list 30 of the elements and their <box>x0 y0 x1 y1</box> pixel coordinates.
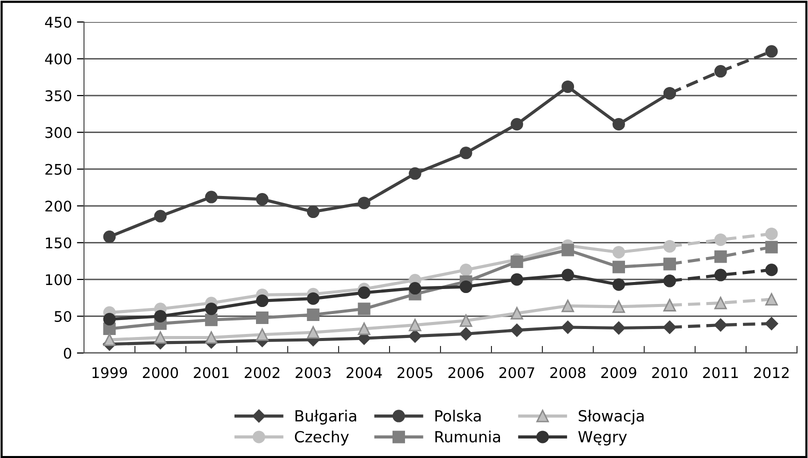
y-tick-label: 0 <box>64 348 72 359</box>
y-tick-label: 150 <box>46 237 72 248</box>
y-tick-label: 200 <box>45 200 72 212</box>
legend-label: Polska <box>435 410 481 422</box>
x-tick-label: 2005 <box>398 367 432 378</box>
legend-label: Bułgaria <box>296 410 356 425</box>
x-tick-label: 2011 <box>703 367 738 378</box>
legend-label: Słowacja <box>578 410 644 425</box>
x-tick-label: 2010 <box>652 367 688 378</box>
y-tick-label: 100 <box>46 274 72 286</box>
x-tick-label: 2008 <box>550 367 586 378</box>
x-tick-label: 2004 <box>346 367 382 378</box>
x-tick-label: 2009 <box>601 367 636 378</box>
x-tick-label: 2006 <box>448 367 484 378</box>
x-tick-label: 2002 <box>244 367 280 378</box>
legend-label: Czechy <box>294 430 349 446</box>
y-tick-label: 50 <box>54 310 72 322</box>
x-tick-label: 1999 <box>92 367 127 378</box>
legend-label: Rumunia <box>435 430 500 443</box>
x-tick-label: 2003 <box>296 367 331 378</box>
x-tick-label: 2001 <box>194 367 229 378</box>
x-tick-label: 2007 <box>499 367 534 378</box>
y-tick-label: 350 <box>45 90 72 102</box>
y-tick-label: 300 <box>45 127 72 138</box>
x-tick-label: 2012 <box>754 367 789 378</box>
y-tick-label: 250 <box>45 164 72 175</box>
y-tick-label: 400 <box>45 53 72 65</box>
x-tick-label: 2000 <box>142 367 178 378</box>
y-tick-label: 450 <box>45 16 72 28</box>
legend-label: Węgry <box>578 431 627 446</box>
